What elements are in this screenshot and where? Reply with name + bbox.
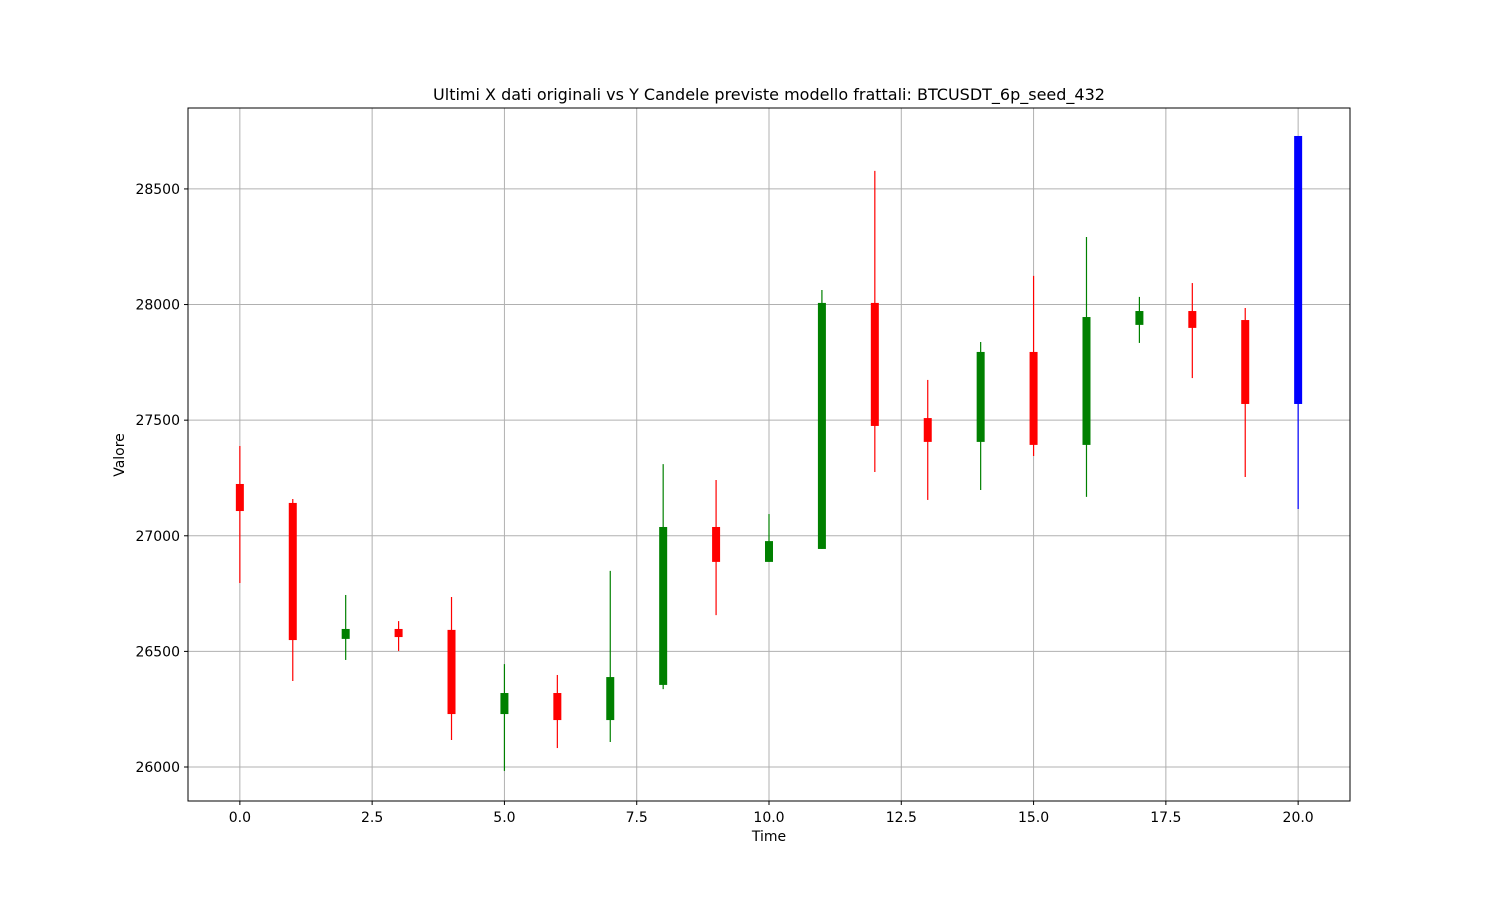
candle-body bbox=[1029, 351, 1038, 445]
y-tick-label: 27000 bbox=[135, 529, 180, 545]
candle-body bbox=[765, 541, 773, 562]
candle-body bbox=[553, 693, 562, 721]
candle-body bbox=[500, 693, 509, 715]
x-tick-label: 7.5 bbox=[626, 810, 648, 826]
candle-body bbox=[394, 628, 403, 638]
x-axis-label: Time bbox=[751, 829, 786, 845]
x-tick-label: 0.0 bbox=[229, 810, 251, 826]
y-tick-label: 27500 bbox=[135, 413, 180, 429]
x-tick-label: 2.5 bbox=[361, 810, 383, 826]
candle-body bbox=[1082, 317, 1091, 445]
y-tick-label: 26500 bbox=[135, 644, 180, 660]
y-tick-label: 26000 bbox=[135, 760, 180, 776]
x-tick-label: 17.5 bbox=[1150, 810, 1181, 826]
candle-body bbox=[923, 418, 932, 442]
candle-body bbox=[976, 351, 985, 442]
candle-body bbox=[235, 483, 244, 512]
candle-body bbox=[712, 526, 721, 562]
plot-frame bbox=[187, 107, 1351, 802]
candle-body bbox=[1135, 311, 1144, 325]
chart-title: Ultimi X dati originali vs Y Candele pre… bbox=[433, 85, 1105, 105]
x-tick-label: 12.5 bbox=[886, 810, 917, 826]
candle-body bbox=[817, 302, 826, 549]
candle-body bbox=[341, 628, 350, 639]
candle-body bbox=[870, 302, 879, 426]
candle-body bbox=[447, 629, 456, 715]
candle-body bbox=[1294, 135, 1303, 404]
y-tick-label: 28000 bbox=[135, 298, 180, 314]
candle-body bbox=[659, 526, 668, 685]
candle-body bbox=[606, 677, 615, 721]
candle-body bbox=[288, 502, 297, 641]
y-tick-label: 28500 bbox=[135, 182, 180, 198]
x-tick-label: 10.0 bbox=[753, 810, 784, 826]
x-tick-label: 20.0 bbox=[1283, 810, 1314, 826]
x-tick-label: 15.0 bbox=[1018, 810, 1049, 826]
x-tick-label: 5.0 bbox=[493, 810, 515, 826]
candle-body bbox=[1188, 311, 1197, 328]
y-axis-label: Valore bbox=[112, 433, 128, 477]
candle-body bbox=[1241, 320, 1250, 404]
